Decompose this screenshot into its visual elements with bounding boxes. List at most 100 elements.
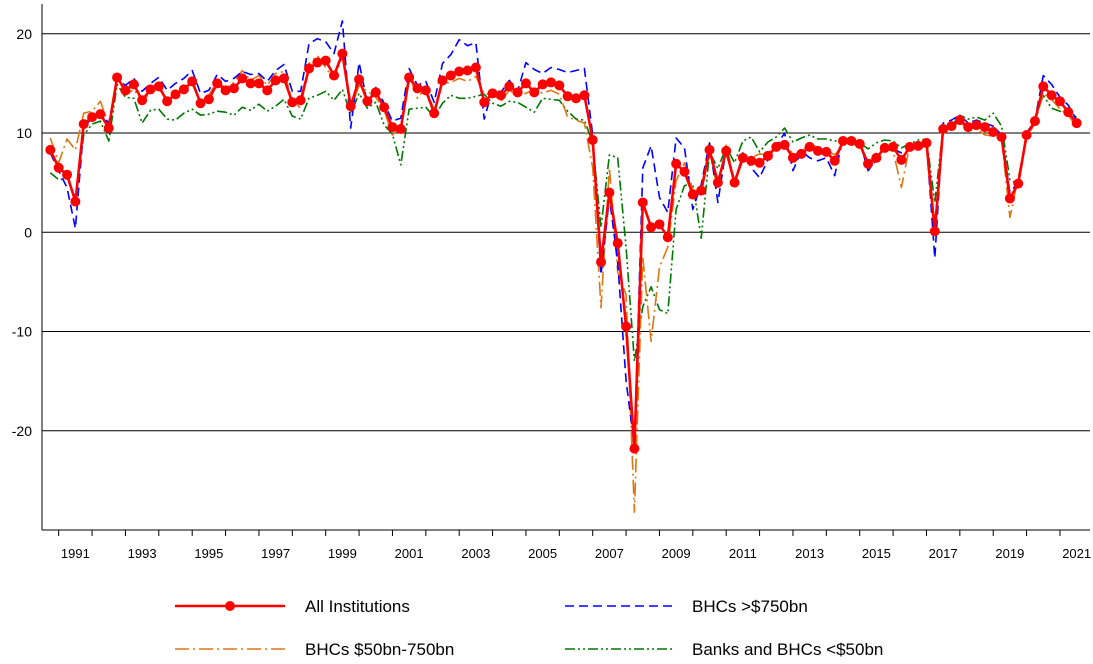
data-point — [112, 72, 123, 83]
x-tick-label: 2021 — [1062, 546, 1091, 561]
series-line-0 — [49, 52, 1078, 450]
data-point — [729, 177, 740, 188]
data-point — [854, 138, 865, 149]
data-point — [1029, 116, 1040, 127]
data-point — [746, 155, 757, 166]
series-line-1 — [49, 20, 1078, 447]
data-point — [270, 75, 281, 86]
legend-label: All Institutions — [305, 597, 410, 616]
data-point — [220, 85, 231, 96]
y-tick-label: 0 — [24, 224, 32, 240]
data-point — [362, 96, 373, 107]
data-point — [545, 77, 556, 88]
axes — [41, 4, 1090, 536]
data-point — [429, 108, 440, 119]
data-point — [412, 83, 423, 94]
data-point — [787, 152, 798, 163]
data-point — [904, 141, 915, 152]
data-point — [587, 134, 598, 145]
data-point — [70, 196, 81, 207]
data-point — [337, 48, 348, 59]
data-point — [479, 97, 490, 108]
data-point — [946, 121, 957, 132]
data-point — [629, 443, 640, 454]
data-point — [879, 142, 890, 153]
y-tick-label: 10 — [16, 125, 32, 141]
data-point — [287, 97, 298, 108]
data-point — [103, 123, 114, 134]
x-tick-label: 2015 — [862, 546, 891, 561]
data-point — [45, 144, 56, 155]
data-point — [237, 73, 248, 84]
data-point — [612, 238, 623, 249]
data-point — [470, 62, 481, 73]
data-point — [871, 152, 882, 163]
data-point — [721, 145, 732, 156]
data-point — [304, 63, 315, 74]
data-point — [153, 81, 164, 92]
data-point — [621, 321, 632, 332]
data-point — [203, 94, 214, 105]
data-point — [462, 65, 473, 76]
data-point — [671, 158, 682, 169]
data-point — [988, 127, 999, 138]
x-tick-label: 2017 — [929, 546, 958, 561]
data-point — [838, 135, 849, 146]
data-point — [596, 257, 607, 268]
x-tick-label: 2011 — [729, 546, 757, 561]
data-point — [320, 55, 331, 66]
data-point — [454, 66, 465, 77]
series-line-2 — [49, 54, 1078, 513]
data-point — [812, 145, 823, 156]
data-point — [345, 101, 356, 112]
y-tick-label: -20 — [12, 423, 32, 439]
x-tick-label: 2001 — [395, 546, 424, 561]
data-point — [312, 57, 323, 68]
data-point — [178, 84, 189, 95]
data-point — [646, 222, 657, 233]
data-point — [1004, 193, 1015, 204]
data-point — [979, 122, 990, 133]
data-point — [938, 124, 949, 135]
data-point — [712, 177, 723, 188]
data-point — [1021, 130, 1032, 141]
data-point — [187, 76, 198, 87]
data-point — [137, 95, 148, 106]
data-point — [504, 81, 515, 92]
data-point — [737, 152, 748, 163]
x-tick-label: 1991 — [61, 546, 90, 561]
x-tick-label: 2009 — [662, 546, 691, 561]
data-point — [913, 140, 924, 151]
data-point — [971, 120, 982, 131]
data-point — [195, 98, 206, 109]
data-point — [846, 135, 857, 146]
x-tick-label: 2013 — [795, 546, 824, 561]
data-point — [253, 78, 264, 89]
data-point — [120, 85, 131, 96]
data-point — [78, 119, 89, 130]
data-point — [1071, 118, 1082, 129]
data-point — [821, 146, 832, 157]
data-point — [379, 102, 390, 113]
data-point — [62, 169, 73, 180]
legend-label: Banks and BHCs <$50bn — [692, 640, 883, 659]
data-point — [1013, 178, 1024, 189]
data-point — [829, 155, 840, 166]
legend-label: BHCs $50bn-750bn — [305, 640, 454, 659]
data-point — [554, 80, 565, 91]
data-point — [963, 122, 974, 133]
data-point — [228, 83, 239, 94]
data-point — [896, 154, 907, 165]
data-point — [654, 219, 665, 230]
x-tick-label: 2007 — [595, 546, 624, 561]
data-point — [387, 122, 398, 133]
data-point — [1063, 107, 1074, 118]
data-point — [762, 150, 773, 161]
data-point — [278, 73, 289, 84]
data-point — [295, 95, 306, 106]
data-point — [771, 141, 782, 152]
x-tick-label: 2005 — [528, 546, 557, 561]
data-point — [404, 72, 415, 83]
data-point — [888, 141, 899, 152]
